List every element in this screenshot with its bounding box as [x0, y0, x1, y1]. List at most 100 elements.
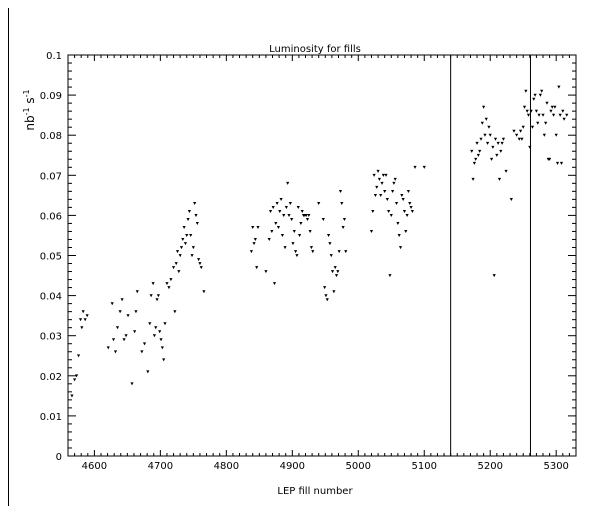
- data-point: [122, 338, 126, 342]
- x-tick-label: 5200: [478, 461, 503, 472]
- data-point: [497, 177, 502, 181]
- data-point: [537, 113, 541, 117]
- axis-ticks: [67, 54, 577, 457]
- data-point: [330, 270, 335, 274]
- data-point: [292, 230, 296, 234]
- data-point: [72, 378, 77, 382]
- x-tick-label: 4700: [148, 461, 173, 472]
- data-point: [558, 113, 562, 117]
- data-point: [478, 149, 482, 153]
- data-point: [550, 105, 554, 109]
- data-point: [509, 197, 513, 201]
- x-tick-label: 4600: [82, 461, 107, 472]
- data-point: [270, 230, 274, 234]
- data-point: [484, 117, 488, 121]
- data-point: [120, 298, 124, 302]
- data-point: [309, 246, 314, 250]
- data-point: [540, 89, 544, 93]
- data-point: [159, 338, 163, 342]
- data-point: [191, 246, 195, 250]
- data-point: [70, 394, 74, 398]
- data-point: [198, 262, 202, 266]
- data-point: [565, 113, 569, 117]
- x-tick-label: 5000: [346, 461, 371, 472]
- data-point: [377, 177, 381, 181]
- data-point: [495, 153, 499, 157]
- data-point: [408, 201, 412, 205]
- data-point: [413, 165, 417, 169]
- data-point: [384, 173, 388, 177]
- data-point: [130, 382, 134, 386]
- data-point: [404, 230, 408, 234]
- data-point: [529, 109, 533, 113]
- x-tick-label: 5300: [543, 461, 568, 472]
- data-point: [394, 201, 399, 205]
- data-point: [202, 290, 206, 294]
- data-point: [398, 246, 403, 250]
- data-point: [185, 234, 189, 238]
- data-point: [175, 250, 180, 254]
- plot-area: [67, 54, 577, 457]
- data-point: [400, 193, 404, 197]
- data-point: [158, 330, 162, 334]
- data-point: [554, 133, 558, 137]
- data-point: [517, 137, 521, 141]
- data-point: [488, 133, 492, 137]
- data-point: [167, 286, 171, 290]
- data-point: [78, 318, 83, 322]
- data-point: [548, 157, 552, 161]
- data-point: [536, 121, 540, 125]
- y-tick-label: 0.03: [40, 332, 62, 343]
- data-point: [390, 189, 395, 193]
- data-point: [474, 157, 478, 161]
- data-point: [279, 197, 283, 201]
- data-point: [476, 153, 480, 157]
- data-point: [283, 246, 287, 250]
- data-point: [268, 209, 273, 213]
- data-point: [199, 266, 203, 270]
- data-point: [485, 141, 490, 145]
- data-point: [308, 230, 312, 234]
- data-point: [534, 109, 539, 113]
- data-point: [373, 193, 378, 197]
- data-point: [501, 137, 506, 141]
- data-point: [396, 222, 400, 226]
- data-point: [197, 258, 201, 262]
- data-point: [334, 274, 339, 278]
- data-point: [276, 226, 281, 230]
- data-point: [380, 181, 384, 185]
- data-point: [187, 209, 191, 213]
- data-point: [155, 298, 159, 302]
- data-point: [169, 278, 173, 282]
- chart-title: Luminosity for fills: [269, 44, 361, 55]
- data-point: [379, 193, 383, 197]
- data-point: [179, 246, 184, 250]
- data-point: [134, 310, 138, 314]
- data-point: [287, 214, 291, 217]
- data-point: [111, 338, 116, 342]
- data-point: [271, 205, 275, 209]
- data-point: [372, 173, 376, 177]
- data-point: [115, 326, 120, 330]
- data-point: [538, 93, 542, 97]
- data-point: [190, 254, 194, 258]
- data-point: [553, 105, 557, 109]
- data-point: [149, 294, 153, 298]
- data-point: [344, 250, 348, 254]
- data-point: [332, 290, 336, 294]
- y-tick-label: 0.01: [40, 412, 62, 423]
- data-point: [154, 326, 158, 330]
- data-point: [333, 266, 337, 270]
- data-point: [305, 218, 310, 222]
- data-point: [278, 209, 282, 213]
- data-point: [256, 226, 260, 230]
- data-point: [341, 226, 345, 230]
- data-point: [392, 181, 396, 185]
- data-point: [118, 310, 122, 314]
- data-point: [195, 222, 199, 226]
- data-point: [74, 374, 79, 378]
- data-point: [296, 205, 300, 209]
- data-point: [499, 149, 503, 153]
- data-point: [124, 334, 128, 338]
